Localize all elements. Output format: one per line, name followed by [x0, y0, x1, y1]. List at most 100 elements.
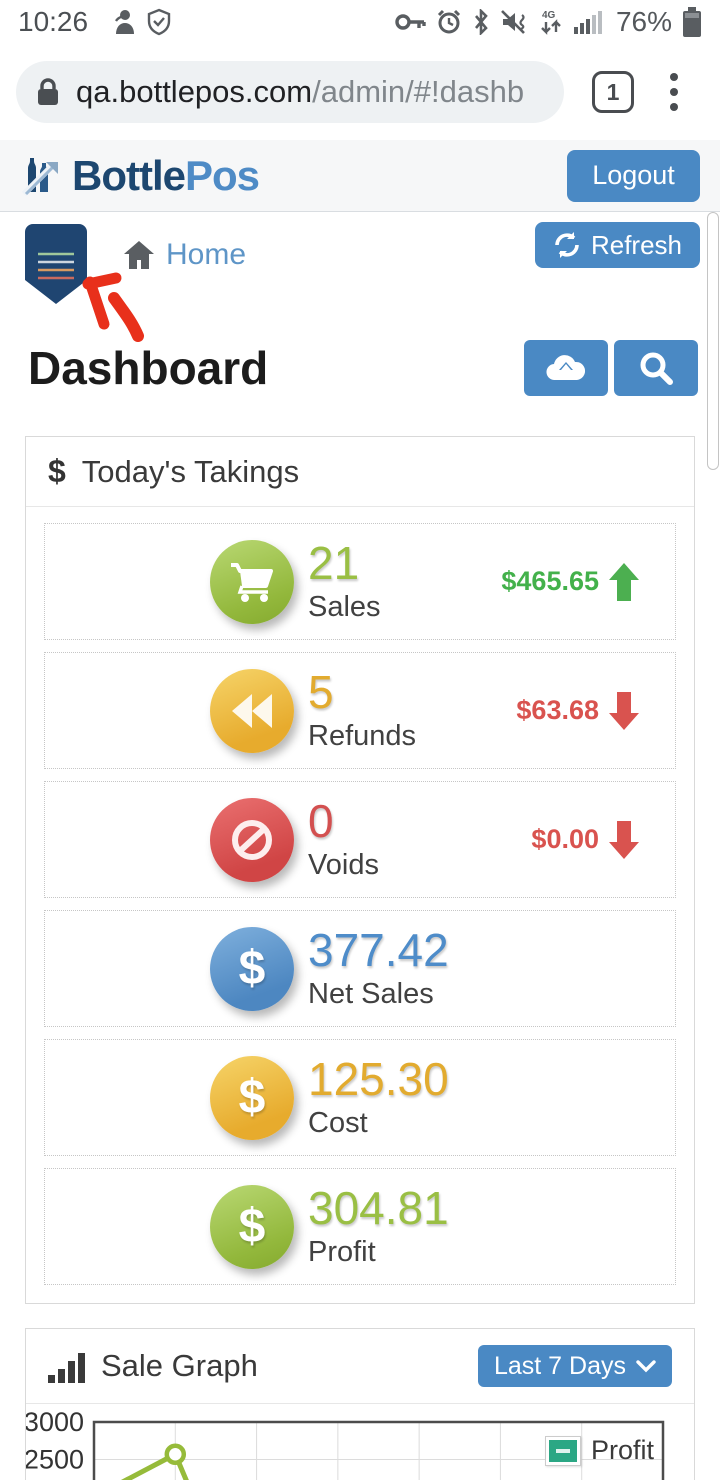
- status-bar: 10:26 4G: [0, 0, 720, 44]
- legend-label: Profit: [591, 1435, 655, 1465]
- metric-texts: 377.42 Net Sales: [308, 926, 449, 1010]
- trend-value: $0.00: [531, 824, 599, 854]
- dollar-icon-badge: $: [210, 1184, 294, 1269]
- sale-graph-title: Sale Graph: [101, 1348, 258, 1383]
- takings-row-profit: $304.81 Profit: [44, 1168, 676, 1285]
- metric-label: Profit: [308, 1235, 376, 1268]
- date-range-label: Last 7 Days: [493, 1351, 626, 1380]
- takings-rows: 21 Sales $465.65 5 Refunds $63.68 0 Voids $0.00 $…: [26, 507, 694, 1303]
- metric-label: Cost: [308, 1106, 368, 1139]
- todays-takings-header: $ Today's Takings: [26, 437, 694, 507]
- ban-icon: [232, 819, 272, 860]
- rewind-icon: [232, 693, 272, 728]
- takings-row-voids: 0 Voids $0.00: [44, 781, 676, 898]
- cart-icon: [231, 562, 273, 602]
- breadcrumb-home-link[interactable]: Home: [122, 238, 246, 272]
- url-domain: qa.bottlepos.com: [76, 74, 313, 109]
- page-title-row: Dashboard: [0, 334, 720, 396]
- takings-row-cost: $125.30 Cost: [44, 1039, 676, 1156]
- metric-label: Net Sales: [308, 977, 434, 1010]
- page-title: Dashboard: [28, 342, 269, 394]
- refresh-button[interactable]: Refresh: [534, 222, 700, 268]
- metric-label: Voids: [308, 848, 379, 881]
- search-button[interactable]: [614, 340, 698, 396]
- metric-value: 377.42: [308, 924, 449, 977]
- dollar-icon-badge: $: [210, 926, 294, 1011]
- brand-text-pos: Pos: [185, 151, 260, 199]
- dollar-icon: $: [238, 1200, 266, 1253]
- logout-button[interactable]: Logout: [567, 149, 700, 202]
- todays-takings-title: Today's Takings: [81, 453, 300, 489]
- breadcrumb-home-label: Home: [166, 238, 247, 271]
- svg-text:3000: 3000: [26, 1407, 84, 1437]
- brand-text-bottle: Bottle: [72, 151, 186, 199]
- battery-icon: [682, 7, 702, 37]
- url-bar[interactable]: qa.bottlepos.com/admin/#!dashb: [16, 61, 564, 123]
- cart-icon-badge: [210, 539, 294, 624]
- metric-texts: 5 Refunds: [308, 668, 416, 752]
- bottles-chart-logo-icon: [20, 150, 70, 202]
- browser-menu-button[interactable]: [664, 67, 684, 117]
- trend-up-arrow-icon: [609, 562, 639, 601]
- menu-badge-icon: [25, 224, 87, 304]
- trend-down-arrow-icon: [609, 691, 639, 730]
- takings-row-sales: 21 Sales $465.65: [44, 523, 676, 640]
- dollar-icon: $: [238, 942, 266, 995]
- metric-value: 21: [308, 537, 360, 590]
- metric-value: 0: [308, 795, 334, 848]
- tab-count: 1: [606, 78, 620, 105]
- legend-swatch: [545, 1435, 581, 1466]
- bar-chart-icon: [48, 1349, 85, 1383]
- metric-value: 5: [308, 666, 334, 719]
- url-path: /admin/#!dashb: [312, 74, 525, 109]
- trend-down-arrow-icon: [609, 820, 639, 859]
- date-range-dropdown[interactable]: Last 7 Days: [477, 1345, 672, 1387]
- refresh-icon: [553, 231, 581, 259]
- bottlepos-logo[interactable]: Bottle Pos: [20, 150, 260, 202]
- metric-value: 304.81: [308, 1182, 449, 1235]
- ban-icon-badge: [210, 797, 294, 882]
- takings-row-net-sales: $377.42 Net Sales: [44, 910, 676, 1027]
- trend-sales: $465.65: [501, 562, 639, 601]
- cloud-upload-icon: [545, 352, 587, 384]
- chart-legend: ProfitCost: [545, 1435, 654, 1480]
- export-upload-button[interactable]: [524, 340, 608, 396]
- metric-texts: 21 Sales: [308, 539, 381, 623]
- metric-texts: 0 Voids: [308, 797, 379, 881]
- search-icon: [638, 350, 674, 386]
- signal-strength-icon: [573, 10, 604, 34]
- tab-switcher-button[interactable]: 1: [592, 71, 634, 113]
- metric-texts: 304.81 Profit: [308, 1184, 449, 1268]
- svg-text:4G: 4G: [542, 10, 556, 21]
- sale-graph-panel: Sale Graph Last 7 Days 300025002000 Prof…: [25, 1328, 695, 1480]
- metric-label: Refunds: [308, 719, 417, 752]
- metric-value: 125.30: [308, 1053, 449, 1106]
- shield-check-icon: [146, 8, 172, 36]
- trend-value: $63.68: [516, 695, 599, 725]
- dollar-icon-badge: $: [210, 1055, 294, 1140]
- breadcrumb-row: Home Refresh: [0, 212, 720, 342]
- legend-item-profit: Profit: [545, 1435, 654, 1466]
- mute-vibrate-icon: [500, 9, 528, 35]
- home-icon: [122, 239, 156, 271]
- bluetooth-icon: [472, 9, 490, 35]
- lock-icon: [36, 77, 60, 107]
- sidebar-menu-toggle[interactable]: [25, 224, 87, 306]
- alarm-icon: [436, 9, 462, 35]
- refresh-label: Refresh: [590, 229, 682, 260]
- page-scrollbar-thumb[interactable]: [707, 212, 719, 470]
- clock: 10:26: [18, 6, 89, 37]
- app-header: Bottle Pos Logout: [0, 140, 720, 212]
- browser-toolbar: qa.bottlepos.com/admin/#!dashb 1: [0, 44, 720, 140]
- lte-network-icon: 4G: [538, 8, 564, 36]
- chevron-down-icon: [636, 1359, 656, 1373]
- trend-voids: $0.00: [531, 820, 639, 859]
- metric-texts: 125.30 Cost: [308, 1055, 449, 1139]
- dollar-icon: $: [48, 453, 66, 489]
- takings-row-refunds: 5 Refunds $63.68: [44, 652, 676, 769]
- vpn-key-icon: [394, 11, 426, 33]
- trend-value: $465.65: [501, 566, 599, 596]
- rewind-icon-badge: [210, 668, 294, 753]
- dollar-icon: $: [238, 1071, 266, 1124]
